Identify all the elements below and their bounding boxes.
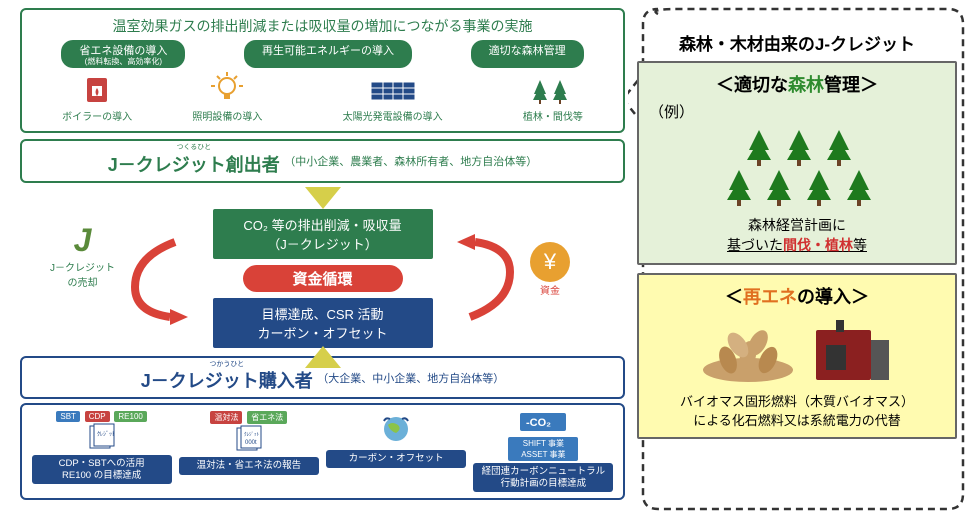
co2-reduction-icon: -CO₂ <box>518 411 568 433</box>
cycle-arrow-right-icon <box>445 227 525 327</box>
forest-text: 森林経営計画に 基づいた間伐・植林等 <box>649 215 945 255</box>
biomass-illustration <box>649 315 945 385</box>
csr-offset-box: 目標達成、CSR 活動 カーボン・オフセット <box>213 298 433 348</box>
pill-renewable: 再生可能エネルギーの導入 <box>244 40 412 68</box>
arrow-down-icon <box>305 187 341 209</box>
biomass-boiler-icon <box>806 315 896 385</box>
forest-wood-credit-callout: 森林・木材由来のJ-クレジット ＜適切な森林管理＞ （例） 森林経営計画に 基づ… <box>637 30 957 447</box>
bubble-title: 森林・木材由来のJ-クレジット <box>637 30 957 55</box>
forest-example-label: （例） <box>649 101 945 122</box>
emission-reduction-box: 温室効果ガスの排出削減または吸収量の増加につながる事業の実施 省エネ設備の導入 … <box>20 8 625 133</box>
creator-title: J－クレジット創出者 <box>108 155 280 175</box>
bulb-icon <box>209 70 245 106</box>
earth-icon <box>374 411 418 445</box>
pellets-icon <box>698 315 798 385</box>
buyer-sub: （大企業、中小企業、地方自治体等） <box>317 373 504 385</box>
document-icon: ｸﾚｼﾞｯﾄ 000t <box>229 424 269 452</box>
svg-text:000t: 000t <box>245 440 257 446</box>
boiler-icon-group: ボイラーの導入 <box>62 74 132 123</box>
icon-row: ボイラーの導入 照明設備の導入 太陽光発電設備の導入 植林・間伐等 <box>32 70 613 123</box>
trees-group-icon <box>707 126 887 206</box>
usage-keidanren: -CO₂ SHIFT 事業 ASSET 事業 経団連カーボンニュートラル 行動計… <box>473 411 613 492</box>
creator-sub: （中小企業、農業者、森林所有者、地方自治体等） <box>284 156 537 168</box>
solar-icon <box>363 76 423 106</box>
forest-management-panel: ＜適切な森林管理＞ （例） 森林経営計画に 基づいた間伐・植林等 <box>637 61 957 265</box>
j-credit-sale-icon: J J－クレジット の売却 <box>50 222 115 289</box>
usage-carbon-offset: カーボン・オフセット <box>326 411 466 492</box>
top-title: 温室効果ガスの排出削減または吸収量の増加につながる事業の実施 <box>32 16 613 36</box>
tree-illustration <box>649 126 945 211</box>
money-icon: ¥ 資金 <box>530 242 570 297</box>
buyer-title: J－クレジット購入者 <box>141 371 313 391</box>
document-icon: ｸﾚｼﾞｯﾄ <box>82 422 122 450</box>
j-credit-flow-diagram: 温室効果ガスの排出削減または吸収量の増加につながる事業の実施 省エネ設備の導入 … <box>20 8 625 508</box>
svg-text:-CO₂: -CO₂ <box>526 417 551 429</box>
lighting-icon-group: 照明設備の導入 <box>192 70 262 123</box>
forest-icon-group: 植林・間伐等 <box>523 74 583 123</box>
money-cycle-pill: 資金循環 <box>243 265 403 292</box>
creator-bar: つくるひと J－クレジット創出者 （中小企業、農業者、森林所有者、地方自治体等） <box>20 139 625 183</box>
boiler-icon <box>83 74 111 106</box>
pill-row: 省エネ設備の導入 (燃料転換、高効率化) 再生可能エネルギーの導入 適切な森林管… <box>32 40 613 68</box>
solar-icon-group: 太陽光発電設備の導入 <box>323 76 463 123</box>
pill-forest: 適切な森林管理 <box>471 40 584 68</box>
cycle-section: CO₂ 等の排出削減・吸収量 （J－クレジット） 資金循環 目標達成、CSR 活… <box>20 187 625 352</box>
energy-text: バイオマス固形燃料（木質バイオマス） による化石燃料又は系統電力の代替 <box>649 391 945 429</box>
yen-circle-icon: ¥ <box>530 242 570 282</box>
svg-text:ｸﾚｼﾞｯﾄ: ｸﾚｼﾞｯﾄ <box>244 431 260 438</box>
arrow-up-icon <box>305 346 341 368</box>
renewable-energy-panel: ＜再エネの導入＞ バイオマス固形燃料（木質バイオマス） による化石燃料又は系統電… <box>637 273 957 439</box>
usage-law-report: 温対法 省エネ法 ｸﾚｼﾞｯﾄ000t 温対法・省エネ法の報告 <box>179 411 319 492</box>
pill-energy-saving: 省エネ設備の導入 (燃料転換、高効率化) <box>61 40 185 68</box>
trees-icon <box>528 74 578 106</box>
cycle-arrow-left-icon <box>120 227 200 327</box>
usage-cdp-sbt: SBT CDP RE100 ｸﾚｼﾞｯﾄ CDP・SBTへの活用 RE100 の… <box>32 411 172 492</box>
co2-reduction-box: CO₂ 等の排出削減・吸収量 （J－クレジット） <box>213 209 433 259</box>
forest-heading: ＜適切な森林管理＞ <box>649 71 945 97</box>
energy-heading: ＜再エネの導入＞ <box>649 283 945 309</box>
svg-text:ｸﾚｼﾞｯﾄ: ｸﾚｼﾞｯﾄ <box>97 431 115 438</box>
buyer-usage-box: SBT CDP RE100 ｸﾚｼﾞｯﾄ CDP・SBTへの活用 RE100 の… <box>20 403 625 500</box>
